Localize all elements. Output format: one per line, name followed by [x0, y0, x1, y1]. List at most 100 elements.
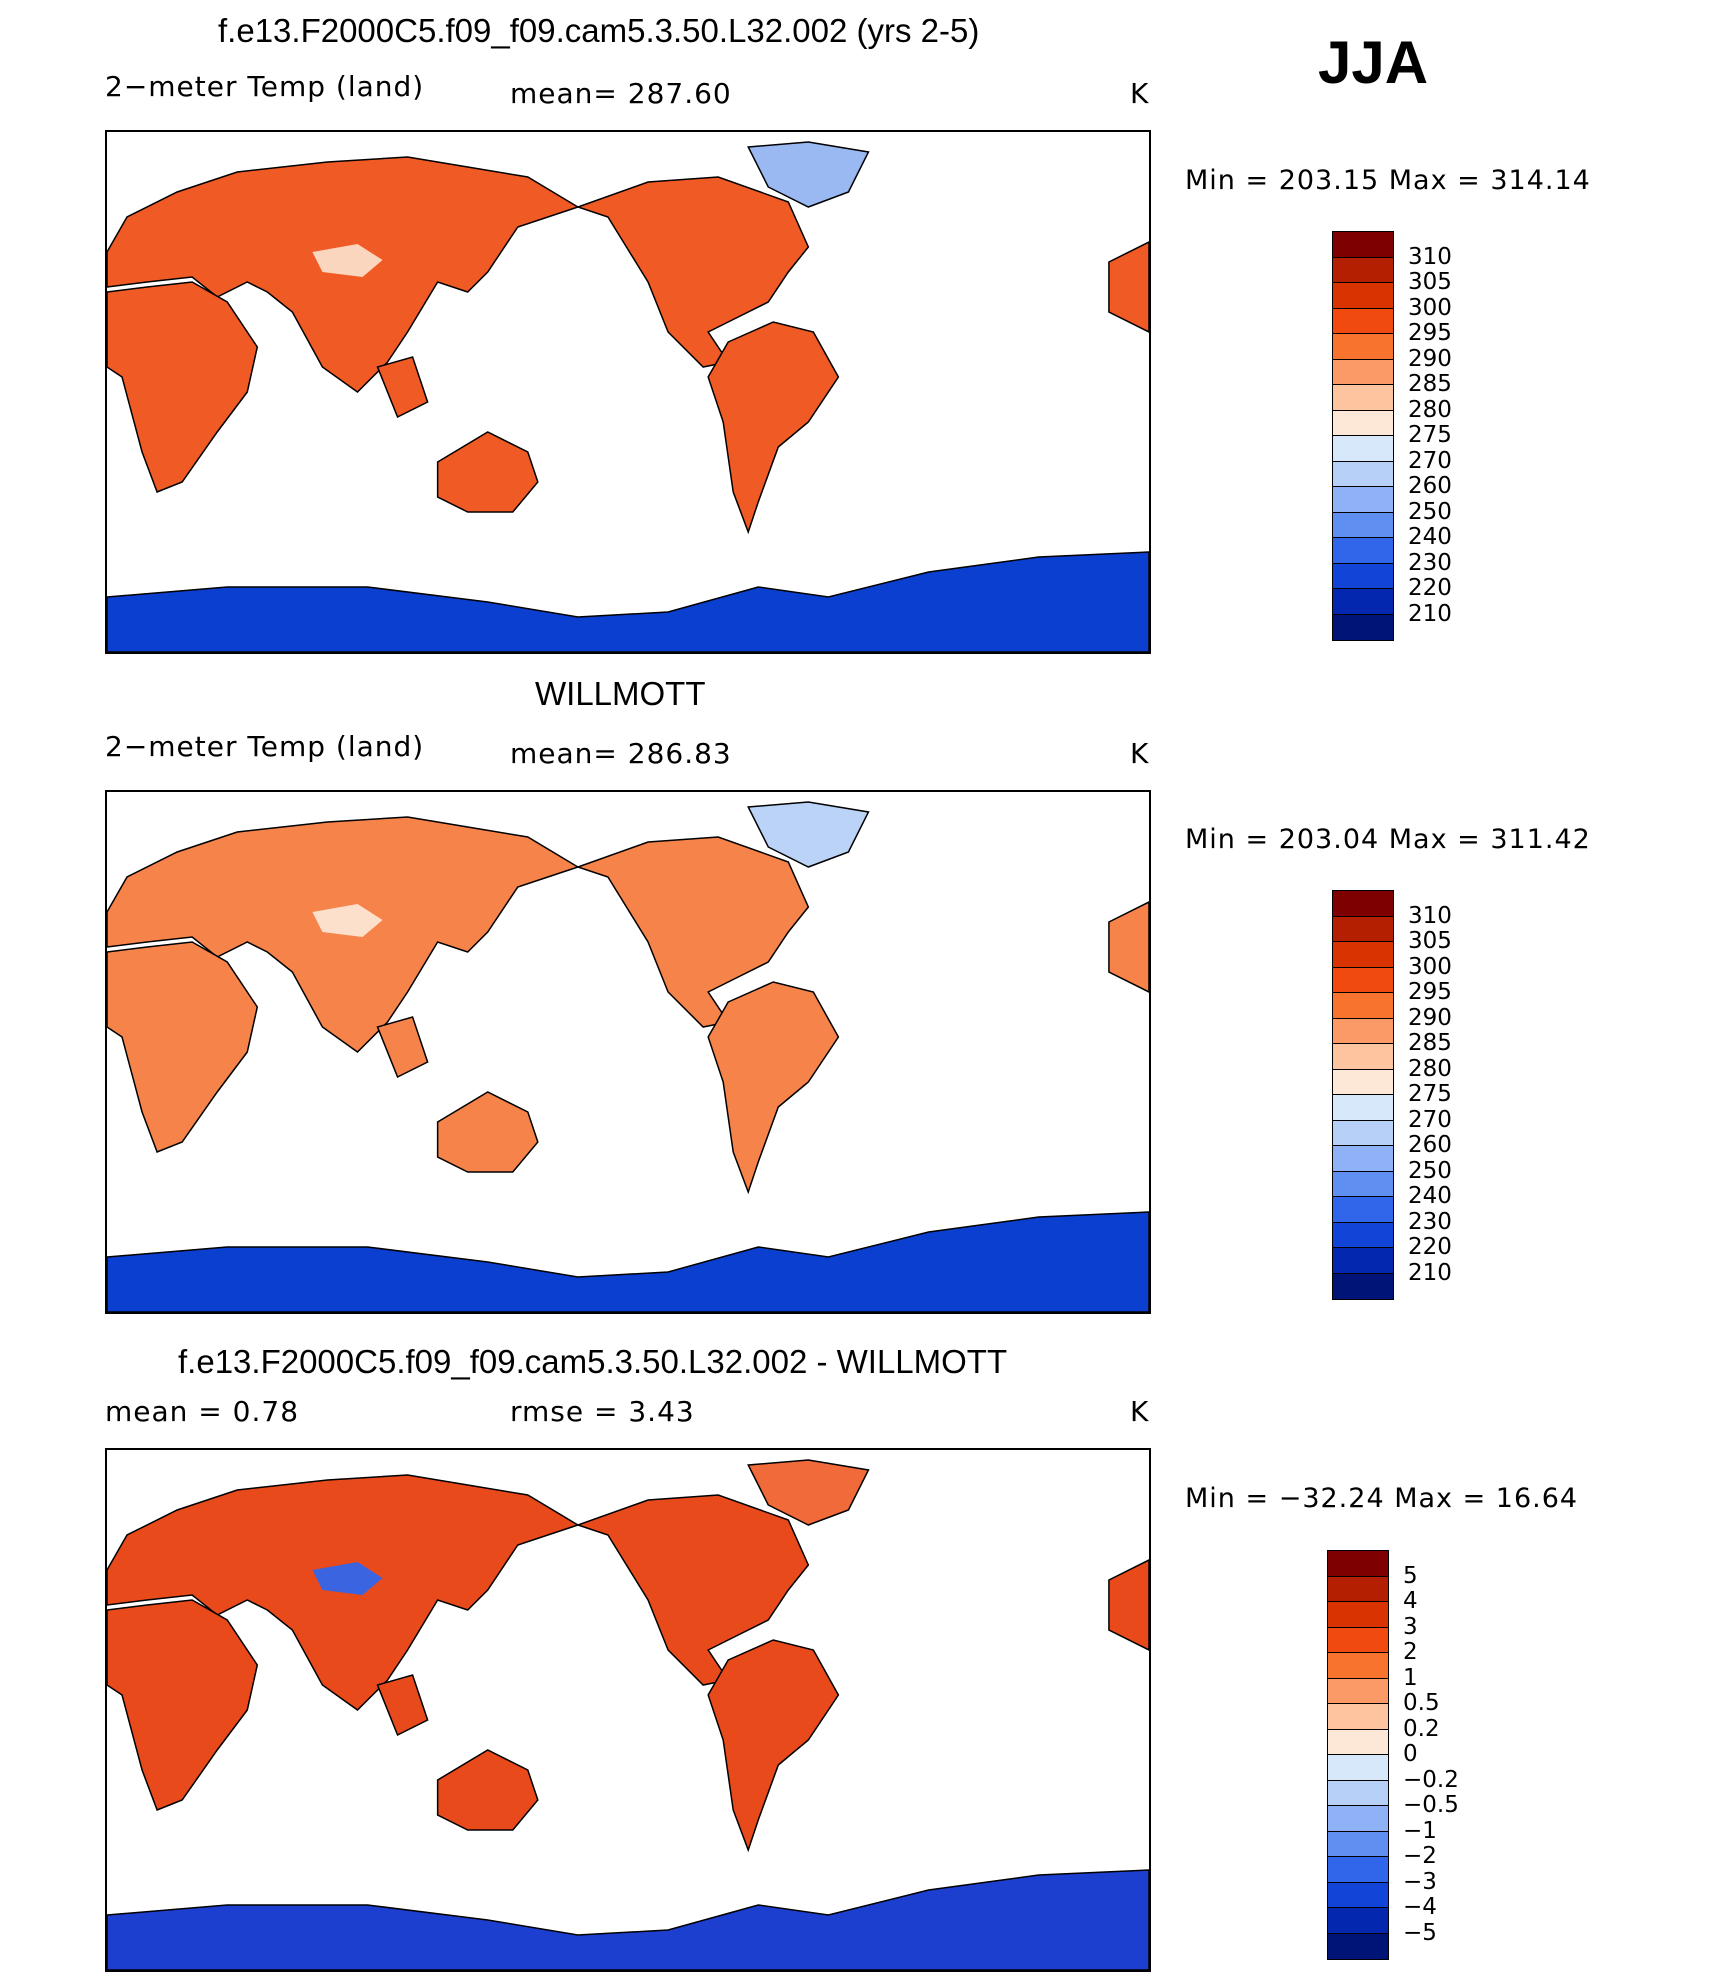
colorbar-swatch: [1333, 563, 1393, 589]
colorbar: [1332, 890, 1394, 1300]
colorbar-tick-label: 270: [1408, 447, 1452, 474]
colorbar-tick-label: 300: [1408, 953, 1452, 980]
variable-label: 2−meter Temp (land): [105, 730, 425, 763]
southamerica-landmass: [707, 1639, 840, 1853]
colorbar-swatch: [1333, 1197, 1393, 1223]
colorbar-tick-label: 275: [1408, 1081, 1452, 1107]
africa-landmass: [107, 1599, 259, 1811]
australia-landmass: [436, 1749, 539, 1831]
panel-title: WILLMOTT: [535, 675, 706, 712]
colorbar-swatch: [1333, 1222, 1393, 1248]
africa-landmass: [107, 941, 259, 1153]
colorbar-swatch: [1328, 1653, 1388, 1679]
australia-landmass: [436, 431, 539, 513]
units-label: K: [1130, 737, 1150, 770]
colorbar-swatch: [1328, 1678, 1388, 1704]
westafrica-landmass: [1108, 241, 1149, 333]
colorbar-swatch: [1333, 589, 1393, 615]
colorbar-tick-label: 280: [1408, 396, 1452, 423]
colorbar-swatch: [1333, 942, 1393, 968]
southamerica-landmass: [707, 981, 840, 1195]
colorbar-tick-label: −0.2: [1403, 1766, 1459, 1793]
colorbar-tick-label: 0.5: [1403, 1690, 1440, 1716]
colorbar-tick-label: 305: [1408, 269, 1452, 295]
colorbar-swatch: [1328, 1576, 1388, 1602]
greenland-landmass: [747, 141, 870, 208]
colorbar-swatch: [1333, 436, 1393, 462]
colorbar-tick-label: 240: [1408, 524, 1452, 550]
colorbar-swatch: [1333, 257, 1393, 283]
colorbar-swatch: [1333, 993, 1393, 1019]
colorbar-swatch: [1333, 359, 1393, 385]
colorbar-tick-label: 0: [1403, 1741, 1418, 1767]
colorbar-swatch: [1328, 1704, 1388, 1730]
colorbar-swatch: [1328, 1831, 1388, 1857]
colorbar-swatch: [1328, 1627, 1388, 1653]
mean-label: mean = 0.78: [105, 1395, 300, 1428]
antarctica-landmass: [107, 1211, 1149, 1312]
tibet-plateau-region: [312, 904, 383, 937]
colorbar-tick-label: 5: [1403, 1562, 1418, 1589]
southasia-landmass: [376, 1674, 429, 1737]
northamerica-landmass: [575, 176, 810, 368]
colorbar-swatch: [1328, 1806, 1388, 1832]
colorbar-tick-label: 250: [1408, 1157, 1452, 1184]
colorbar-swatch: [1333, 614, 1393, 640]
colorbar-tick-label: 295: [1408, 979, 1452, 1005]
colorbar-swatch: [1333, 232, 1393, 258]
colorbar-swatch: [1333, 512, 1393, 538]
southasia-landmass: [376, 356, 429, 419]
colorbar-swatch: [1333, 538, 1393, 564]
variable-label: 2−meter Temp (land): [105, 70, 425, 103]
min-max-label: Min = 203.15 Max = 314.14: [1185, 165, 1591, 196]
antarctica-landmass: [107, 551, 1149, 652]
map-canvas: [107, 801, 1149, 1312]
rmse-label: rmse = 3.43: [510, 1395, 695, 1428]
colorbar-tick-label: 305: [1408, 928, 1452, 954]
colorbar-tick-label: 285: [1408, 371, 1452, 397]
tibet-plateau-region: [312, 244, 383, 277]
colorbar-tick-label: 4: [1403, 1588, 1418, 1614]
colorbar-swatch: [1328, 1933, 1388, 1959]
colorbar-tick-label: 300: [1408, 294, 1452, 321]
colorbar-tick-label: 280: [1408, 1055, 1452, 1082]
min-max-label: Min = 203.04 Max = 311.42: [1185, 824, 1591, 855]
colorbar-tick-label: −1: [1403, 1817, 1437, 1844]
colorbar-swatch: [1333, 967, 1393, 993]
colorbar-swatch: [1333, 487, 1393, 513]
colorbar-swatch: [1328, 1602, 1388, 1628]
colorbar-tick-label: 310: [1408, 902, 1452, 929]
southamerica-landmass: [707, 321, 840, 535]
colorbar-swatch: [1328, 1755, 1388, 1781]
colorbar-swatch: [1333, 916, 1393, 942]
colorbar-swatch: [1333, 1018, 1393, 1044]
colorbar-swatch: [1328, 1780, 1388, 1806]
westafrica-landmass: [1108, 1559, 1149, 1651]
units-label: K: [1130, 1395, 1150, 1428]
season-label: JJA: [1318, 29, 1429, 96]
colorbar: [1327, 1550, 1389, 1960]
colorbar-tick-label: 285: [1408, 1030, 1452, 1056]
colorbar-tick-label: −2: [1403, 1843, 1437, 1869]
colorbar-swatch: [1328, 1908, 1388, 1934]
colorbar-tick-label: 310: [1408, 243, 1452, 270]
southasia-landmass: [376, 1016, 429, 1079]
colorbar-swatch: [1328, 1857, 1388, 1883]
colorbar-tick-label: 1: [1403, 1664, 1418, 1691]
colorbar-tick-label: 295: [1408, 320, 1452, 346]
colorbar-tick-label: 290: [1408, 1004, 1452, 1031]
colorbar-swatch: [1328, 1729, 1388, 1755]
tibet-plateau-region: [312, 1562, 383, 1595]
colorbar-swatch: [1328, 1551, 1388, 1577]
colorbar-swatch: [1333, 334, 1393, 360]
northamerica-landmass: [575, 836, 810, 1028]
australia-landmass: [436, 1091, 539, 1173]
colorbar-swatch: [1333, 1044, 1393, 1070]
colorbar-swatch: [1333, 1146, 1393, 1172]
world-map: [105, 130, 1151, 654]
colorbar-tick-label: 2: [1403, 1639, 1418, 1665]
colorbar-swatch: [1333, 1273, 1393, 1299]
colorbar-swatch: [1333, 1248, 1393, 1274]
colorbar-tick-label: 290: [1408, 345, 1452, 372]
world-map: [105, 1448, 1151, 1972]
